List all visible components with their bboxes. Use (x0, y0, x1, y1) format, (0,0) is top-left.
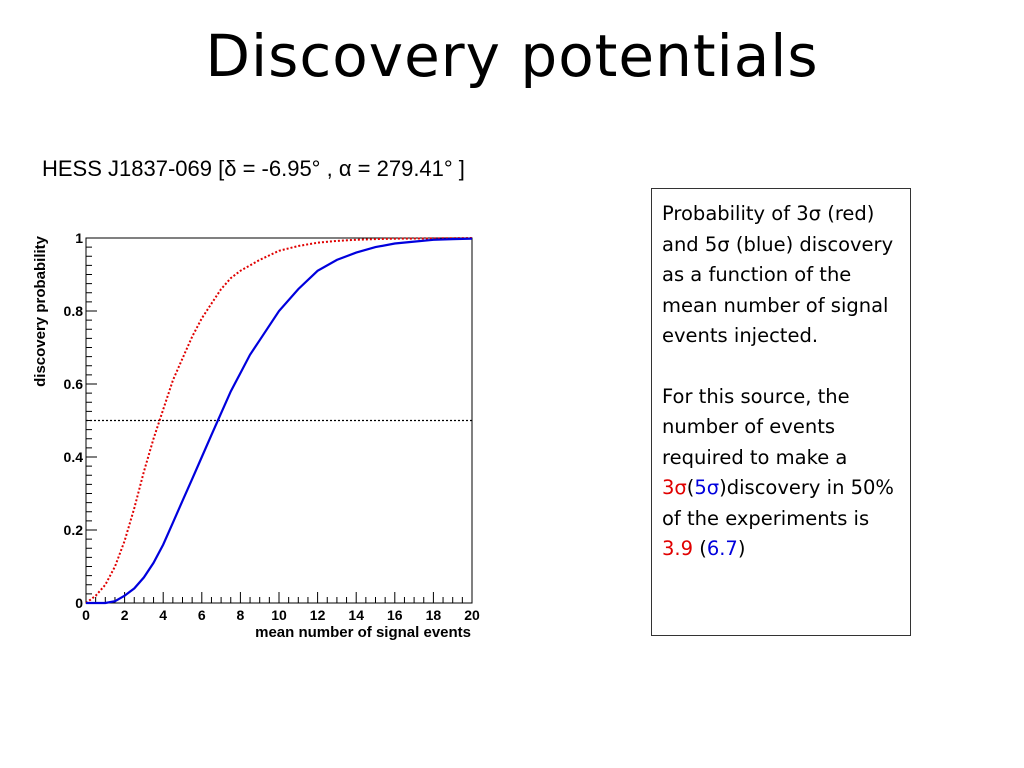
x-tick-label: 18 (426, 607, 442, 623)
info-box: Probability of 3σ (red) and 5σ (blue) di… (651, 188, 911, 636)
three-sigma-value: 3.9 (662, 537, 694, 560)
x-tick-label: 12 (310, 607, 326, 623)
y-tick-label: 0.8 (64, 303, 84, 319)
chart-svg: 0 2 4 6 8 10 12 14 16 18 20 0 0.2 0.4 0.6 0.8 1 mean num… (32, 230, 480, 641)
three-sigma-label: 3σ (662, 476, 687, 499)
x-tick-label: 4 (159, 607, 167, 623)
x-tick-label: 20 (464, 607, 480, 623)
three-sigma-curve (85, 237, 473, 604)
discovery-probability-chart: 0 2 4 6 8 10 12 14 16 18 20 0 0.2 0.4 0.6 0.8 1 mean num… (30, 230, 490, 650)
info-p2-intro: For this source, the number of events re… (662, 384, 850, 469)
chart-ticks: 0 2 4 6 8 10 12 14 16 18 20 0 0.2 0.4 0.6 0.8 1 (64, 230, 480, 623)
x-tick-label: 8 (237, 607, 245, 623)
y-tick-label: 0 (75, 595, 83, 611)
chart-lines (85, 237, 473, 605)
y-axis-label: discovery probability (32, 235, 49, 387)
x-tick-label: 2 (121, 607, 129, 623)
source-subtitle: HESS J1837-069 [δ = -6.95° , α = 279.41°… (42, 156, 465, 181)
x-tick-label: 6 (198, 607, 206, 623)
y-tick-label: 0.2 (64, 522, 84, 538)
blue-close-paren: ) (737, 537, 746, 560)
y-tick-label: 0.6 (64, 376, 84, 392)
info-paragraph-2: For this source, the number of events re… (662, 382, 902, 565)
x-tick-label: 0 (82, 607, 90, 623)
info-paragraph-1: Probability of 3σ (red) and 5σ (blue) di… (662, 202, 894, 347)
open-paren: ( (686, 476, 695, 499)
x-tick-label: 10 (271, 607, 287, 623)
y-tick-label: 0.4 (64, 449, 84, 465)
x-tick-label: 16 (387, 607, 403, 623)
x-axis-label: mean number of signal events (255, 624, 471, 641)
y-tick-label: 1 (75, 230, 83, 246)
x-tick-label: 14 (348, 607, 364, 623)
five-sigma-curve (86, 237, 473, 605)
info-p2-mid: )discovery in 50% of the experiments is (662, 476, 894, 530)
five-sigma-label: 5σ (694, 476, 720, 499)
blue-open-paren: ( (699, 537, 707, 560)
five-sigma-value: 6.7 (706, 537, 738, 560)
slide-title: Discovery potentials (205, 22, 819, 90)
